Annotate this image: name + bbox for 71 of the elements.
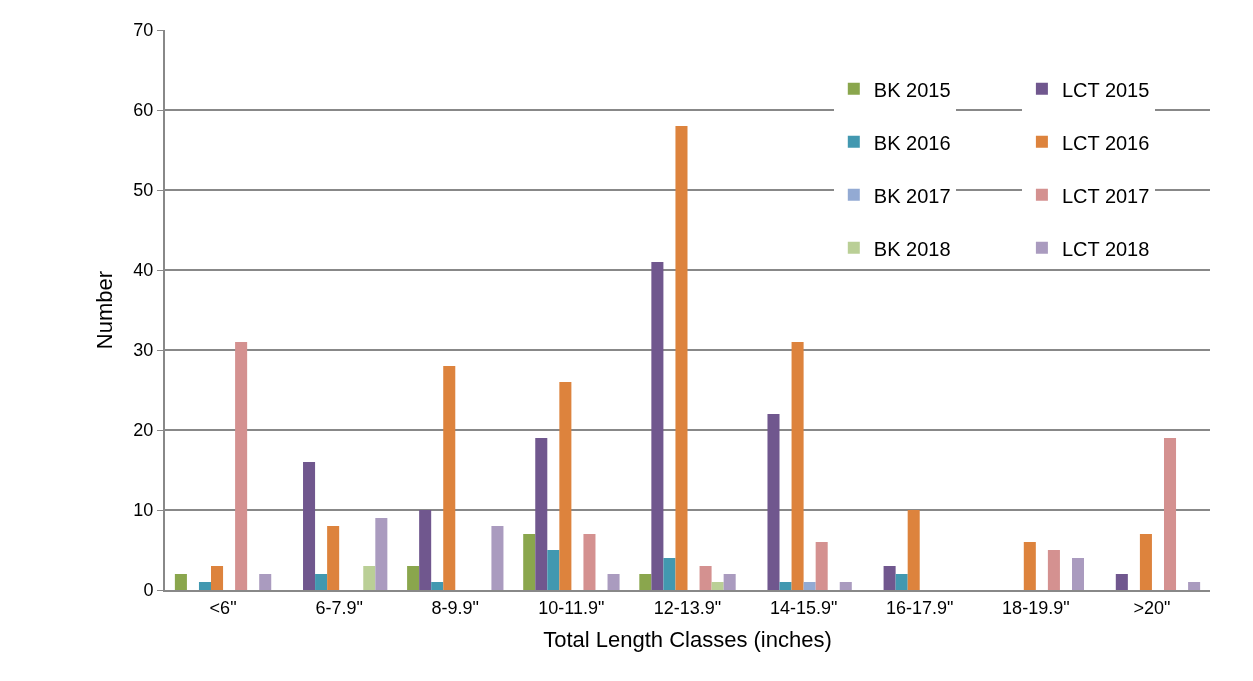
legend-label: BK 2017	[873, 184, 951, 207]
legend-label: LCT 2015	[1061, 78, 1150, 101]
x-axis-title: Total Length Classes (inches)	[543, 627, 832, 652]
bar	[815, 542, 828, 590]
y-tick-label: 70	[133, 20, 154, 41]
legend-label: LCT 2017	[1061, 184, 1150, 207]
x-tick-label: 18-19.9"	[1002, 597, 1070, 618]
bar	[259, 574, 272, 590]
bar	[1023, 542, 1036, 590]
bar	[1163, 438, 1177, 590]
bar	[607, 574, 620, 590]
bar	[174, 574, 187, 590]
bar	[839, 582, 852, 590]
bar	[791, 342, 804, 590]
x-tick-label: <6"	[209, 597, 237, 618]
y-tick-label: 0	[143, 580, 154, 601]
x-tick-label: 12-13.9"	[653, 597, 722, 618]
bar	[523, 534, 536, 590]
bar	[198, 582, 212, 590]
bar	[779, 582, 792, 590]
bar	[723, 574, 736, 590]
x-tick-label: 16-17.9"	[885, 597, 954, 618]
bar	[211, 566, 224, 590]
bar	[1047, 550, 1060, 590]
y-tick-label: 60	[133, 100, 154, 121]
bar	[767, 414, 780, 590]
bar	[583, 534, 596, 590]
bar	[235, 342, 248, 590]
bar	[711, 582, 724, 590]
legend-label: BK 2018	[873, 237, 951, 260]
y-tick-label: 40	[133, 260, 154, 281]
bar	[651, 262, 664, 590]
bar	[1115, 574, 1128, 590]
x-tick-label: 6-7.9"	[315, 597, 363, 618]
legend-label: LCT 2018	[1061, 237, 1150, 260]
bar	[375, 518, 388, 590]
bar	[559, 382, 572, 590]
bar	[407, 566, 420, 590]
bar	[1139, 534, 1152, 590]
bar	[1071, 558, 1085, 590]
y-tick-label: 20	[133, 420, 154, 441]
legend-label: BK 2015	[873, 78, 951, 101]
x-tick-label: 8-9.9"	[431, 597, 479, 618]
y-tick-label: 10	[133, 500, 154, 521]
bar	[491, 526, 504, 590]
bar	[675, 126, 688, 590]
y-axis-title: Number	[91, 270, 117, 350]
bar	[327, 526, 340, 590]
bar	[419, 510, 432, 590]
bar	[1188, 582, 1201, 590]
bar	[535, 438, 548, 590]
bar	[547, 550, 560, 590]
bar	[639, 574, 652, 590]
x-tick-label: 10-11.9"	[538, 597, 605, 618]
bar	[895, 574, 908, 590]
bar	[443, 366, 456, 590]
bar	[431, 582, 444, 590]
y-tick-label: 50	[133, 180, 154, 201]
bar	[663, 558, 676, 590]
y-tick-label: 30	[133, 340, 154, 361]
bar	[315, 574, 328, 590]
legend-label: BK 2016	[873, 131, 951, 154]
bar	[363, 566, 376, 590]
legend-label: LCT 2016	[1061, 131, 1150, 154]
bar	[803, 582, 816, 590]
x-tick-label: 14-15.9"	[769, 597, 838, 618]
bar	[303, 462, 316, 590]
bar	[907, 510, 920, 590]
bar	[699, 566, 712, 590]
x-tick-label: >20"	[1133, 597, 1171, 618]
bar	[883, 566, 896, 590]
